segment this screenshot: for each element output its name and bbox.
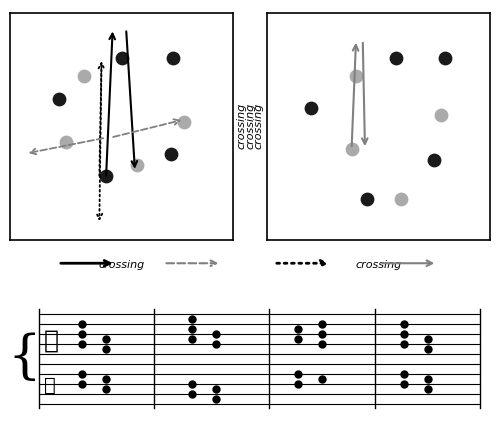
Point — [318, 330, 326, 337]
Point — [78, 381, 86, 387]
Point — [78, 330, 86, 337]
Point — [188, 335, 196, 342]
Point — [400, 341, 407, 347]
Point — [212, 341, 220, 347]
Point — [180, 118, 188, 125]
Point — [400, 320, 407, 327]
Point — [188, 325, 196, 332]
Text: crossing: crossing — [236, 103, 246, 149]
Point — [169, 55, 177, 62]
Text: 𝄞: 𝄞 — [44, 328, 59, 352]
Point — [188, 315, 196, 322]
Point — [396, 196, 404, 203]
Point — [348, 146, 356, 152]
Point — [430, 157, 438, 164]
Point — [62, 139, 70, 146]
Point — [102, 376, 110, 382]
Point — [212, 330, 220, 337]
Point — [188, 381, 196, 387]
Point — [424, 346, 432, 352]
Point — [318, 376, 326, 382]
Point — [400, 330, 407, 337]
Point — [318, 320, 326, 327]
Point — [55, 96, 63, 103]
Point — [78, 341, 86, 347]
Text: crossing: crossing — [355, 260, 402, 271]
Text: crossing: crossing — [254, 103, 264, 149]
Point — [134, 162, 141, 168]
Point — [188, 391, 196, 398]
Point — [308, 105, 316, 111]
Point — [102, 173, 110, 180]
Text: crossing: crossing — [245, 103, 255, 149]
Point — [212, 386, 220, 392]
Point — [212, 396, 220, 403]
Text: 𝄢: 𝄢 — [44, 376, 56, 395]
Point — [294, 381, 302, 387]
Point — [400, 381, 407, 387]
Point — [424, 376, 432, 382]
Point — [294, 371, 302, 378]
Point — [363, 196, 371, 203]
Point — [102, 386, 110, 392]
Point — [118, 55, 126, 62]
Point — [80, 73, 88, 80]
Point — [78, 371, 86, 378]
Point — [102, 346, 110, 352]
Point — [318, 341, 326, 347]
Point — [102, 335, 110, 342]
Point — [294, 325, 302, 332]
Point — [166, 150, 174, 157]
Point — [424, 386, 432, 392]
Point — [392, 55, 400, 62]
Point — [352, 73, 360, 80]
Point — [437, 111, 445, 118]
Text: {: { — [8, 332, 41, 383]
Point — [424, 335, 432, 342]
Text: crossing: crossing — [98, 260, 145, 271]
Point — [442, 55, 450, 62]
Point — [400, 371, 407, 378]
Point — [294, 335, 302, 342]
Point — [78, 320, 86, 327]
